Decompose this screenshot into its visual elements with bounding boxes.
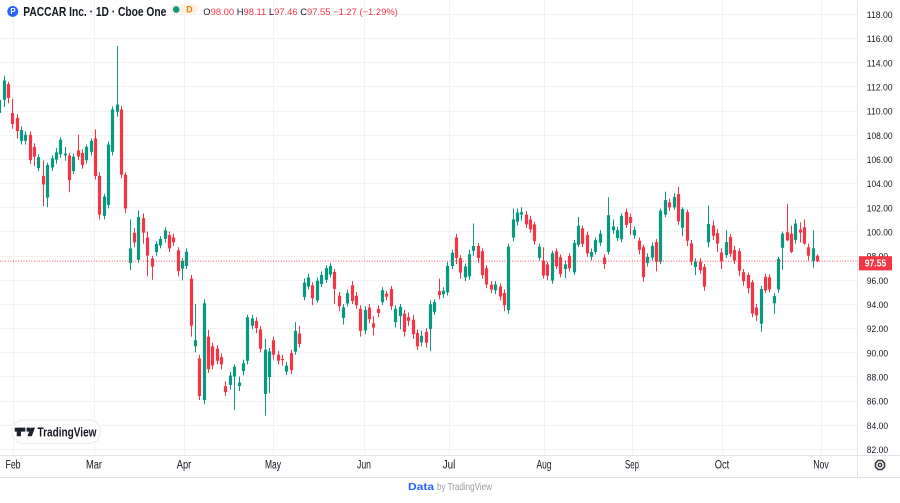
svg-text:Data: Data [408,481,434,493]
svg-text:88.00: 88.00 [867,373,888,384]
svg-text:TradingView: TradingView [38,425,97,439]
svg-text:84.00: 84.00 [867,421,888,432]
svg-text:Apr: Apr [177,459,192,471]
svg-text:Feb: Feb [6,459,21,471]
svg-text:P: P [10,7,15,16]
svg-text:82.00: 82.00 [867,445,888,456]
svg-text:86.00: 86.00 [867,397,888,408]
svg-text:by TradingView: by TradingView [437,481,492,493]
svg-text:90.00: 90.00 [867,348,888,359]
svg-text:114.00: 114.00 [867,58,893,69]
svg-text:O98.00 H98.11 L97.46 C97.55 −1: O98.00 H98.11 L97.46 C97.55 −1.27 (−1.29… [203,6,397,17]
svg-text:118.00: 118.00 [867,10,893,21]
svg-text:106.00: 106.00 [867,155,893,166]
svg-text:PACCAR Inc. · 1D · Cboe One: PACCAR Inc. · 1D · Cboe One [23,4,166,19]
svg-text:Nov: Nov [813,459,829,471]
svg-text:D: D [186,5,192,15]
svg-text:Jun: Jun [357,459,371,471]
svg-text:97.55: 97.55 [865,259,887,270]
svg-text:94.00: 94.00 [867,300,888,311]
svg-text:92.00: 92.00 [867,324,888,335]
svg-text:Jul: Jul [443,459,456,471]
svg-text:Sep: Sep [625,459,639,471]
svg-text:108.00: 108.00 [867,131,893,142]
svg-text:100.00: 100.00 [867,228,893,239]
svg-text:96.00: 96.00 [867,276,888,287]
svg-text:Aug: Aug [537,459,552,471]
svg-text:Oct: Oct [715,459,730,471]
svg-text:110.00: 110.00 [867,107,893,118]
svg-text:May: May [265,459,281,471]
svg-text:102.00: 102.00 [867,203,893,214]
svg-text:104.00: 104.00 [867,179,893,190]
svg-text:112.00: 112.00 [867,83,893,94]
svg-text:Mar: Mar [86,459,102,471]
svg-text:116.00: 116.00 [867,34,893,45]
